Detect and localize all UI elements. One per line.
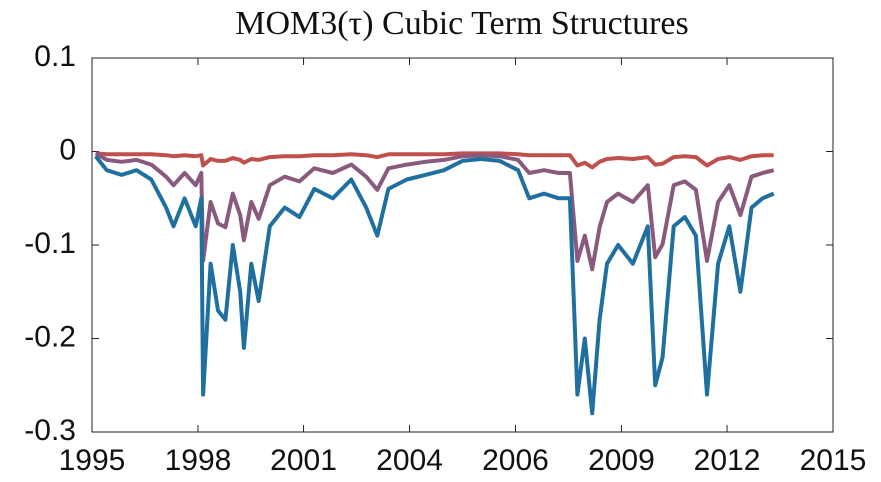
x-tick-label: 1995 (59, 444, 126, 477)
y-tick-label: -0.2 (24, 320, 76, 353)
x-tick-label: 2001 (270, 444, 337, 477)
x-tick-label: 2009 (588, 444, 655, 477)
y-tick-label: -0.3 (24, 414, 76, 447)
y-tick-label: 0 (59, 133, 76, 166)
y-tick-label: 0.1 (34, 40, 76, 73)
series-line (94, 154, 775, 416)
x-tick-label: 2012 (694, 444, 761, 477)
x-tick-label: 1998 (165, 444, 232, 477)
x-tick-label: 2015 (800, 444, 867, 477)
chart-title: MOM3(τ) Cubic Term Structures (235, 5, 689, 42)
y-tick-label: -0.1 (24, 227, 76, 260)
x-tick-label: 2006 (482, 444, 549, 477)
x-tick-label: 2004 (376, 444, 443, 477)
series-line (95, 151, 774, 170)
